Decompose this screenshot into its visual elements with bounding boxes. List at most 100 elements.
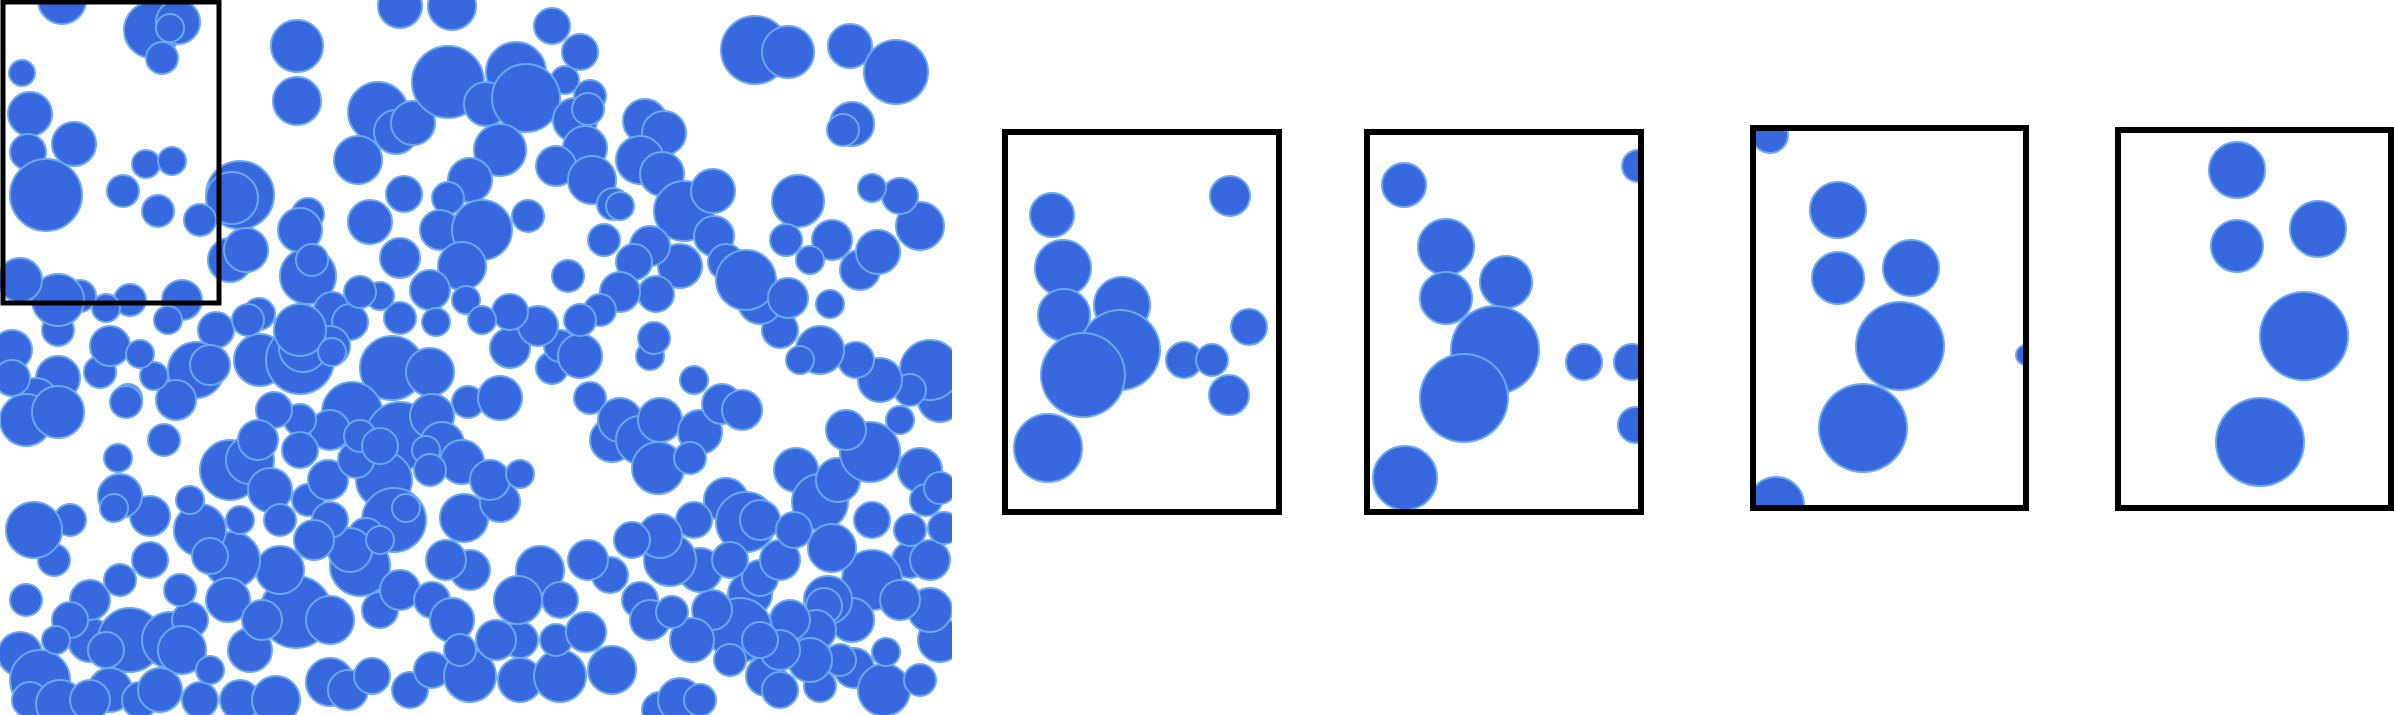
field-disk — [637, 275, 675, 313]
field-disk — [137, 667, 183, 713]
field-disk — [683, 683, 717, 715]
field-disk — [679, 365, 709, 395]
field-disk — [713, 643, 747, 677]
panel-disk — [1230, 308, 1268, 346]
field-disk — [879, 579, 921, 621]
field-disk — [721, 389, 763, 431]
field-disk — [195, 655, 225, 685]
field-disk — [225, 505, 255, 535]
field-disk — [421, 307, 451, 337]
field-disk — [9, 158, 83, 232]
field-disk — [775, 511, 813, 549]
field-disk — [333, 135, 383, 185]
field-disk — [451, 285, 481, 315]
field-disk — [191, 537, 229, 575]
field-disk — [655, 595, 689, 629]
panel-disk — [1855, 301, 1945, 391]
field-disk — [181, 681, 219, 715]
panel-disk — [1809, 181, 1867, 239]
field-disk — [109, 385, 143, 419]
field-disk — [613, 521, 651, 559]
field-disk — [103, 443, 133, 473]
panel-disk — [1208, 374, 1250, 416]
field-disk — [587, 223, 621, 257]
panel-disk — [2289, 200, 2347, 258]
field-disk — [927, 511, 952, 545]
field-disk — [533, 7, 571, 45]
field-disk — [175, 485, 205, 515]
crop-panel-1-disks — [1013, 175, 1268, 483]
panel-disk — [1209, 175, 1251, 217]
field-disk — [493, 575, 543, 625]
panel-disk — [1565, 343, 1603, 381]
field-disk — [427, 0, 477, 31]
field-disk — [153, 305, 183, 335]
field-disk — [771, 174, 825, 228]
field-disk — [657, 243, 703, 289]
panel-disk — [1419, 271, 1473, 325]
field-disk — [0, 257, 43, 303]
field-disk — [871, 637, 901, 667]
field-disk — [37, 0, 87, 25]
field-disk — [385, 175, 423, 213]
field-disk — [103, 563, 137, 597]
field-disk — [669, 617, 715, 663]
panel-disk — [1195, 343, 1229, 377]
crop-panel-4-disks — [2208, 141, 2349, 487]
field-disk — [237, 419, 279, 461]
field-disk — [769, 223, 803, 257]
field-disk — [347, 199, 393, 245]
field-disk — [563, 303, 597, 337]
field-disk — [827, 23, 873, 69]
field-disk — [475, 619, 517, 661]
panel-disk — [1417, 218, 1475, 276]
field-disk — [295, 243, 329, 277]
field-disk — [711, 541, 749, 579]
field-disk — [377, 0, 423, 29]
field-disk — [857, 663, 911, 715]
field-disk — [7, 91, 53, 137]
panel-disk — [1029, 192, 1075, 238]
field-disk — [857, 173, 887, 203]
field-disk — [811, 219, 853, 261]
field-disk — [163, 573, 197, 607]
field-disk — [0, 359, 31, 397]
crop-panel-1 — [1002, 129, 1282, 515]
field-disk — [511, 199, 545, 233]
field-disk — [131, 541, 169, 579]
field-disk — [557, 333, 603, 379]
field-disk — [467, 305, 497, 335]
crop-panel-3 — [1750, 125, 2029, 511]
field-disk — [241, 599, 283, 641]
field-disk — [573, 381, 607, 415]
field-disk — [690, 168, 736, 214]
field-disk — [795, 245, 825, 275]
field-disk — [141, 194, 175, 228]
panel-disk — [2210, 219, 2264, 273]
field-disk — [317, 337, 347, 367]
field-disk — [106, 174, 140, 208]
field-disk — [767, 277, 809, 319]
field-disk — [477, 375, 523, 421]
field-disk — [785, 345, 815, 375]
crop-panel-3-disks — [1753, 128, 2026, 508]
field-disk — [741, 621, 779, 659]
panel-disk — [1753, 128, 1789, 154]
field-disk — [715, 249, 777, 311]
field-disk — [89, 325, 131, 367]
selection-frame — [0, 0, 222, 306]
field-disk — [409, 269, 451, 311]
crop-panel-2-frame — [1364, 129, 1644, 515]
field-disk — [223, 227, 269, 273]
panel-disk — [1617, 406, 1641, 444]
field-disk — [51, 121, 97, 167]
field-disk — [561, 33, 599, 71]
field-disk — [307, 459, 349, 501]
field-disk — [473, 123, 527, 177]
field-disk — [391, 493, 421, 523]
field-disk — [893, 513, 927, 547]
field-disk — [157, 625, 207, 675]
field-disk — [343, 275, 377, 309]
particle-field — [0, 0, 952, 715]
panel-disk — [1811, 251, 1865, 305]
